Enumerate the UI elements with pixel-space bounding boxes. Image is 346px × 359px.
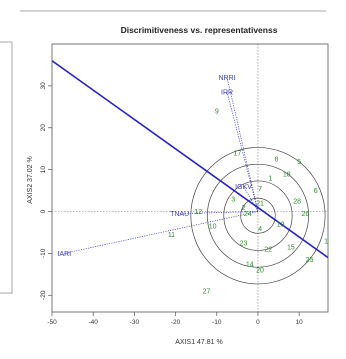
genotype-label-8: 8 — [275, 157, 279, 164]
concentric-circle-2 — [223, 180, 293, 251]
genotype-label-28: 28 — [293, 199, 301, 206]
genotype-label-9: 9 — [215, 109, 219, 116]
genotype-label-12: 12 — [194, 209, 202, 216]
genotype-label-2: 2 — [242, 205, 246, 212]
x-axis-label: AXIS1 47.81 % — [175, 339, 222, 346]
x-tick-label: -50 — [47, 319, 57, 326]
genotype-label-1: 1 — [268, 176, 272, 183]
top-strip-svg — [20, 10, 326, 12]
chart-title: Discrimitiveness vs. representativenss — [121, 25, 278, 35]
concentric-circle-1 — [240, 197, 276, 234]
genotype-label-19: 19 — [277, 222, 285, 229]
plot-frame — [51, 43, 329, 313]
left-panel-edge — [0, 0, 18, 294]
y-tick-label: 30 — [40, 82, 47, 90]
x-tick-label: -30 — [130, 319, 140, 326]
genotype-label-22: 22 — [264, 247, 272, 254]
y-axis-label: AXIS2 37.02 % — [27, 156, 34, 203]
environment-label-irr: IRR — [221, 90, 233, 97]
y-tick-label: 10 — [40, 166, 47, 174]
genotype-label-5: 5 — [297, 159, 301, 166]
concentric-circle-4 — [190, 147, 326, 285]
genotype-label-18: 18 — [283, 171, 291, 178]
genotype-label-21: 21 — [256, 201, 264, 208]
x-tick-label: 0 — [256, 319, 260, 326]
genotype-label-14: 14 — [246, 261, 254, 268]
top-strip — [20, 0, 326, 12]
x-tick-label: 10 — [296, 319, 304, 326]
x-tick-label: -40 — [88, 319, 98, 326]
genotype-label-10: 10 — [209, 224, 217, 231]
genotype-label-25: 25 — [306, 257, 314, 264]
genotype-label-20: 20 — [256, 268, 264, 275]
y-tick-label: -20 — [40, 290, 47, 300]
x-tick-label: -20 — [171, 319, 181, 326]
environment-label-iari: IARI — [58, 251, 72, 258]
genotype-label-26: 26 — [301, 211, 309, 218]
genotype-label-4: 4 — [258, 226, 262, 233]
plot-area: 1234567891011121415161718192021222324252… — [40, 43, 332, 326]
concentric-circle-3 — [206, 163, 309, 268]
genotype-label-16: 16 — [324, 238, 332, 245]
genotype-label-7: 7 — [258, 186, 262, 193]
y-tick-label: 20 — [40, 124, 47, 132]
genotype-label-3: 3 — [231, 196, 235, 203]
y-tick-label: -10 — [40, 248, 47, 258]
environment-label-tnau: TNAU — [170, 211, 189, 218]
x-tick-label: -10 — [212, 319, 222, 326]
plot-inner: 1234567891011121415161718192021222324252… — [52, 44, 332, 312]
y-tick-label: 0 — [40, 209, 47, 213]
genotype-label-27: 27 — [203, 289, 211, 296]
average-environment-axis — [52, 60, 328, 259]
environment-vector-igkv — [243, 186, 259, 212]
left-panel-svg — [0, 41, 13, 294]
genotype-label-6: 6 — [314, 188, 318, 195]
environment-vector-tnau — [179, 211, 258, 214]
environment-vector-nrri — [226, 77, 259, 212]
environment-label-igkv: IGKV — [235, 184, 252, 191]
genotype-label-24: 24 — [244, 211, 252, 218]
environment-vector-iari — [64, 211, 259, 254]
genotype-label-23: 23 — [240, 240, 248, 247]
genotype-label-17: 17 — [233, 150, 241, 157]
genotype-label-11: 11 — [168, 232, 175, 239]
genotype-label-15: 15 — [287, 245, 295, 252]
environment-label-nrri: NRRI — [219, 75, 236, 82]
